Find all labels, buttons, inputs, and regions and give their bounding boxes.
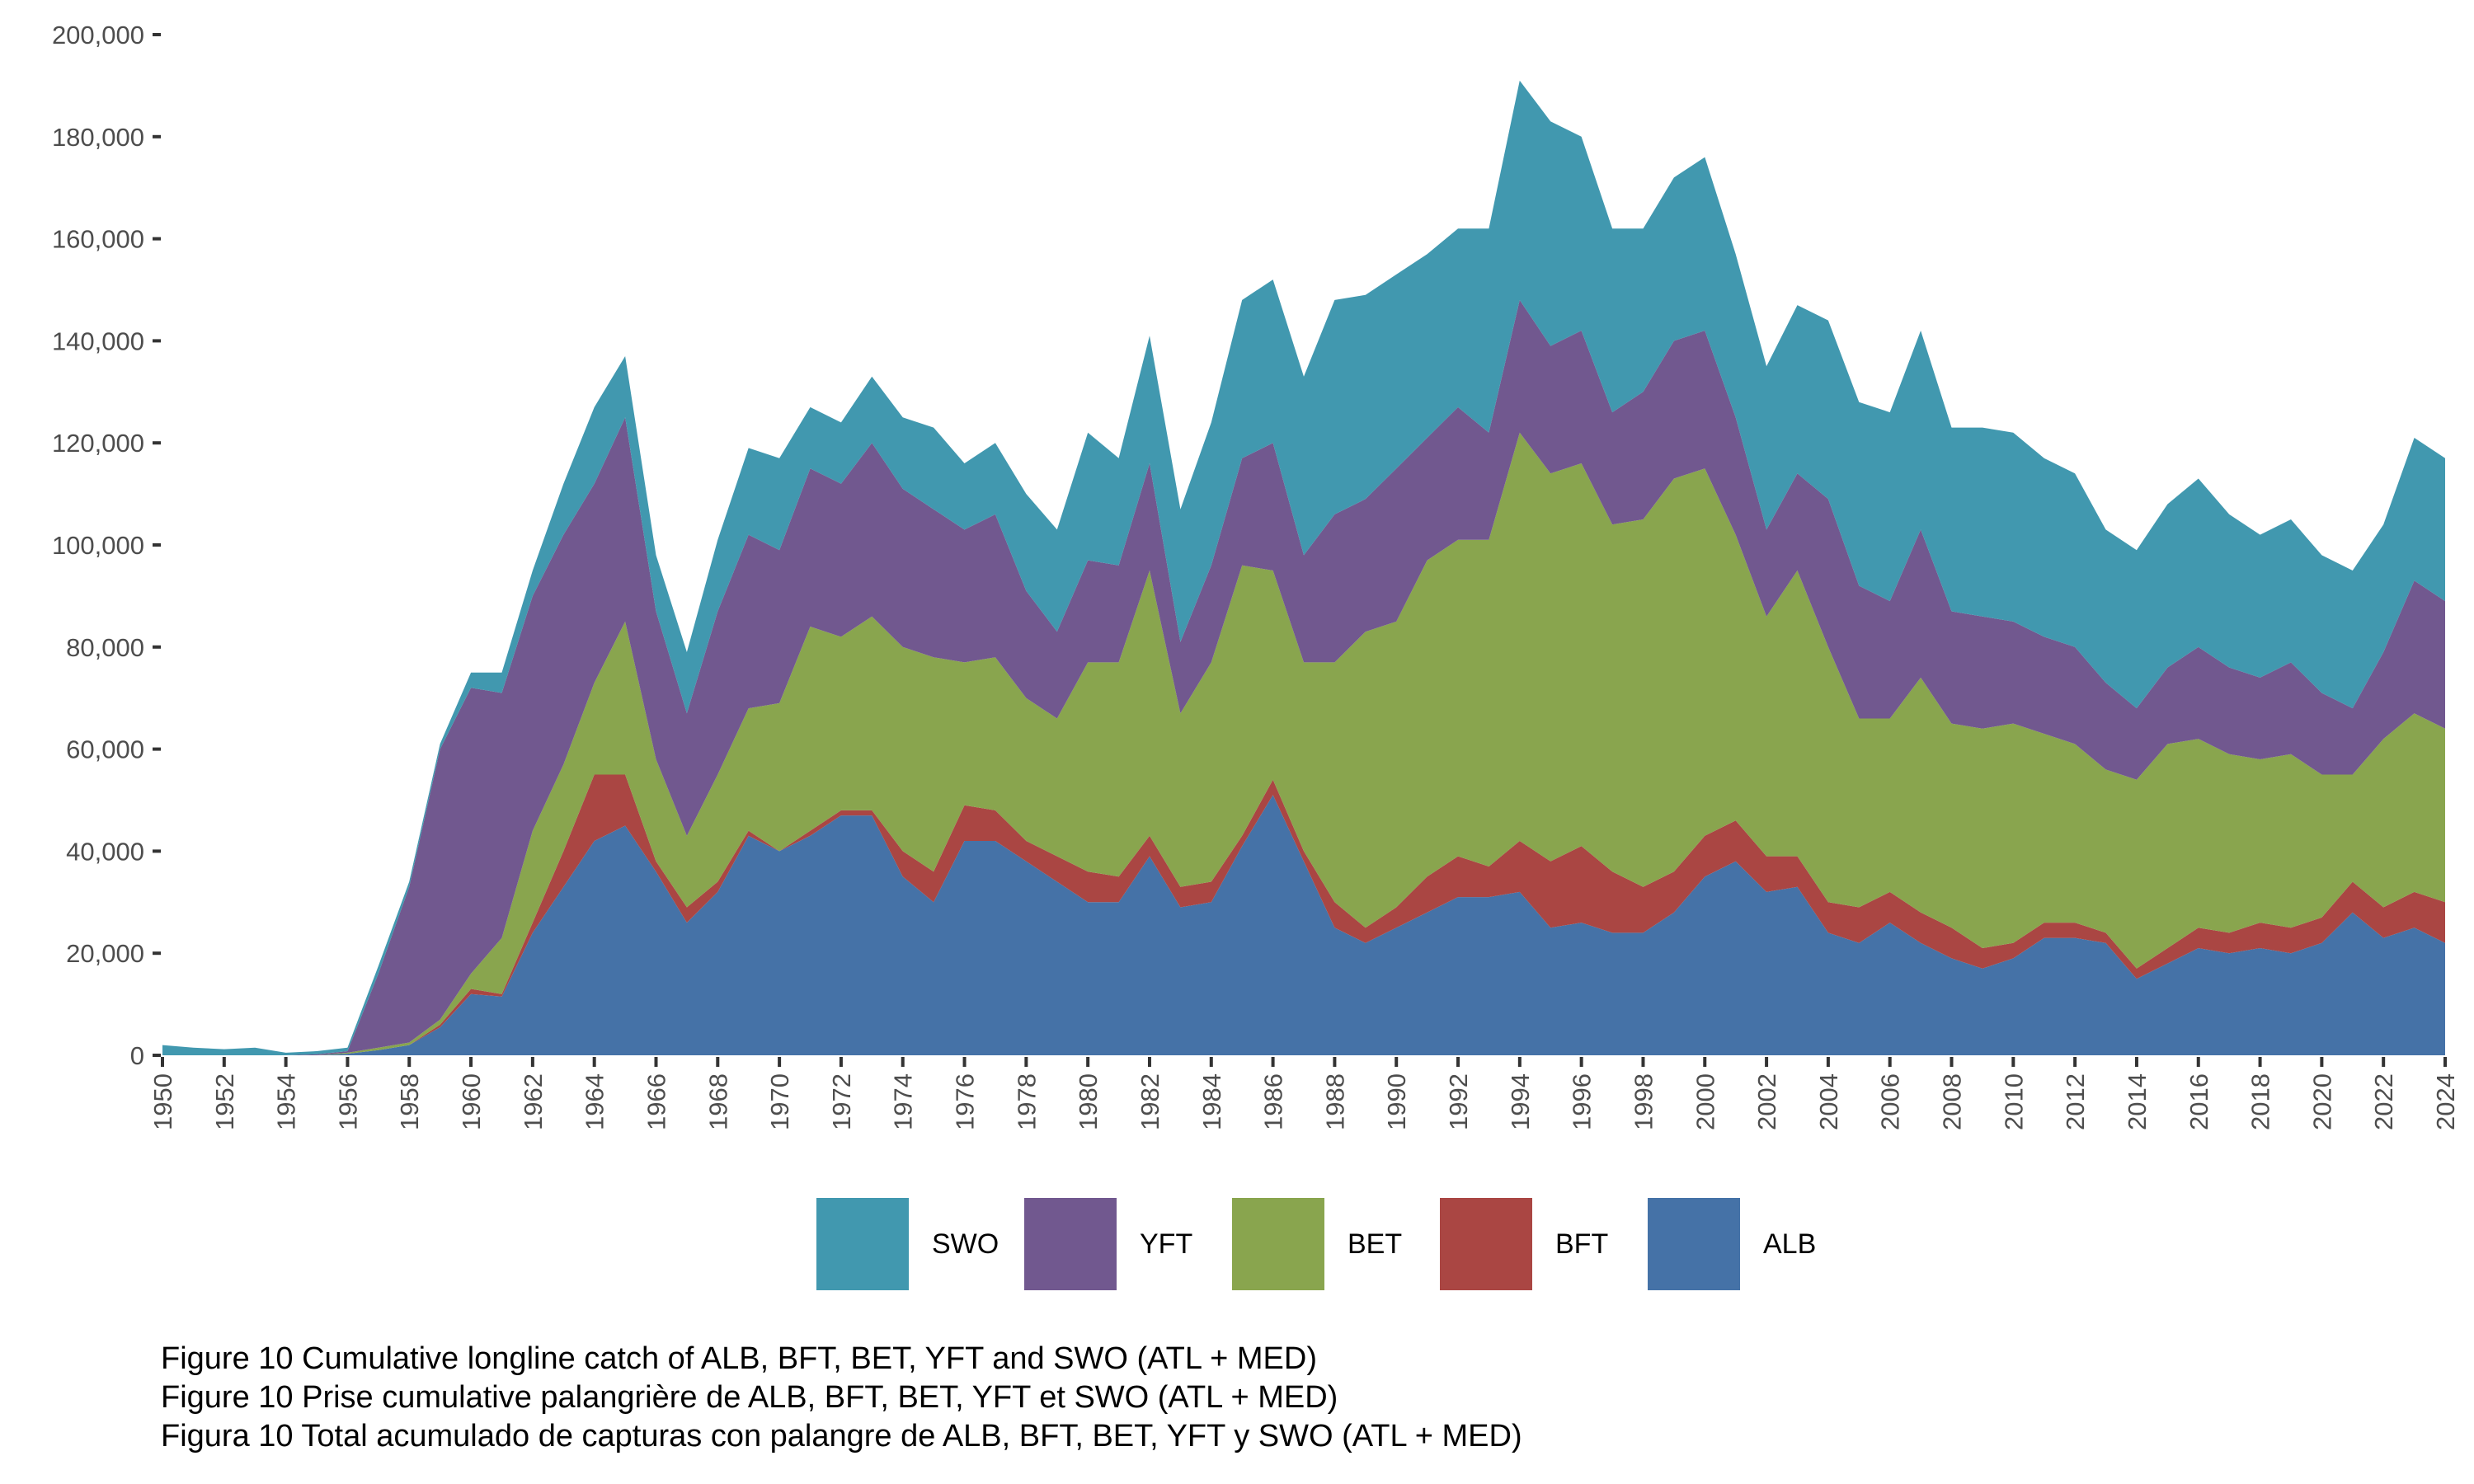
x-tick-label: 2002 <box>1752 1073 1781 1130</box>
x-tick-label: 1958 <box>395 1073 424 1130</box>
x-tick-label: 1952 <box>210 1073 239 1130</box>
y-tick-label: 200,000 <box>52 21 144 49</box>
legend-label-bft: BFT <box>1555 1228 1609 1260</box>
area-swo <box>162 80 2445 1056</box>
y-tick-label: 40,000 <box>66 837 144 866</box>
y-axis: 0 20,000 40,000 60,000 80,000 100,000 120,000 1… <box>52 21 161 1070</box>
x-tick-label: 1994 <box>1506 1073 1535 1130</box>
legend-swatch-bet <box>1232 1198 1324 1290</box>
x-tick-label: 2024 <box>2431 1073 2460 1130</box>
x-tick-label: 1976 <box>951 1073 980 1130</box>
y-tick-label: 140,000 <box>52 326 144 355</box>
x-tick-label: 1960 <box>457 1073 486 1130</box>
y-tick-label: 80,000 <box>66 633 144 662</box>
x-tick-label: 1990 <box>1382 1073 1411 1130</box>
x-tick-label: 2000 <box>1691 1073 1719 1130</box>
legend-swatch-alb <box>1648 1198 1740 1290</box>
x-tick-label: 2016 <box>2185 1073 2213 1130</box>
legend-item-alb: ALB <box>1648 1198 1856 1290</box>
x-tick-label: 2006 <box>1876 1073 1905 1130</box>
x-tick-label: 1998 <box>1629 1073 1658 1130</box>
x-tick-label: 2010 <box>1999 1073 2028 1130</box>
x-tick-label: 2020 <box>2307 1073 2336 1130</box>
legend-item-yft: YFT <box>1024 1198 1232 1290</box>
x-tick-label: 1964 <box>581 1073 609 1130</box>
x-tick-label: 2012 <box>2061 1073 2090 1130</box>
x-tick-label: 1988 <box>1320 1073 1349 1130</box>
y-tick-label: 100,000 <box>52 531 144 560</box>
legend-label-alb: ALB <box>1763 1228 1817 1260</box>
legend-item-bet: BET <box>1232 1198 1440 1290</box>
x-tick-label: 1974 <box>889 1073 918 1130</box>
caption-french: Figure 10 Prise cumulative palangrière d… <box>161 1380 1338 1415</box>
x-tick-label: 2004 <box>1814 1073 1843 1130</box>
legend-item-bft: BFT <box>1440 1198 1648 1290</box>
legend-label-yft: YFT <box>1140 1228 1193 1260</box>
x-tick-label: 2018 <box>2246 1073 2275 1130</box>
x-tick-label: 1968 <box>703 1073 732 1130</box>
area-bet <box>162 432 2445 1055</box>
x-tick-label: 1996 <box>1568 1073 1597 1130</box>
x-tick-label: 1986 <box>1259 1073 1288 1130</box>
y-tick-label: 180,000 <box>52 123 144 152</box>
legend-item-swo: SWO <box>816 1198 1024 1290</box>
y-tick-label: 60,000 <box>66 735 144 764</box>
x-tick-label: 2022 <box>2369 1073 2398 1130</box>
x-tick-label: 1984 <box>1197 1073 1226 1130</box>
caption-spanish: Figura 10 Total acumulado de capturas co… <box>161 1419 1522 1453</box>
legend-label-swo: SWO <box>932 1228 999 1260</box>
x-tick-label: 1950 <box>148 1073 177 1130</box>
y-tick-label: 0 <box>130 1041 144 1070</box>
x-tick-label: 1966 <box>642 1073 670 1130</box>
x-tick-label: 1956 <box>333 1073 362 1130</box>
x-tick-label: 1992 <box>1444 1073 1473 1130</box>
x-tick-label: 1980 <box>1074 1073 1103 1130</box>
y-tick-label: 20,000 <box>66 939 144 968</box>
x-tick-label: 1978 <box>1012 1073 1041 1130</box>
area-layers <box>162 80 2445 1056</box>
legend-label-bet: BET <box>1348 1228 1403 1260</box>
area-yft <box>162 299 2445 1055</box>
stacked-area-chart: 0 20,000 40,000 60,000 80,000 100,000 120,000 1… <box>52 21 2460 1130</box>
x-tick-label: 2014 <box>2123 1073 2152 1130</box>
y-tick-label: 160,000 <box>52 225 144 254</box>
x-tick-label: 1982 <box>1136 1073 1164 1130</box>
x-tick-label: 1972 <box>827 1073 856 1130</box>
legend-swatch-bft <box>1440 1198 1532 1290</box>
legend: SWO YFT BET BFT ALB <box>816 1195 1856 1293</box>
legend-swatch-yft <box>1024 1198 1117 1290</box>
legend-swatch-swo <box>816 1198 909 1290</box>
x-tick-label: 1954 <box>272 1073 301 1130</box>
y-tick-label: 120,000 <box>52 429 144 458</box>
x-tick-label: 1962 <box>519 1073 548 1130</box>
area-alb <box>162 795 2445 1055</box>
x-axis: 1950 1952 1954 1956 1958 1960 1962 1964 1966 1968… <box>148 1057 2460 1130</box>
x-tick-label: 1970 <box>765 1073 794 1130</box>
x-tick-label: 2008 <box>1938 1073 1967 1130</box>
caption-english: Figure 10 Cumulative longline catch of A… <box>161 1341 1317 1376</box>
figure-caption: Figure 10 Cumulative longline catch of A… <box>161 1340 1522 1456</box>
